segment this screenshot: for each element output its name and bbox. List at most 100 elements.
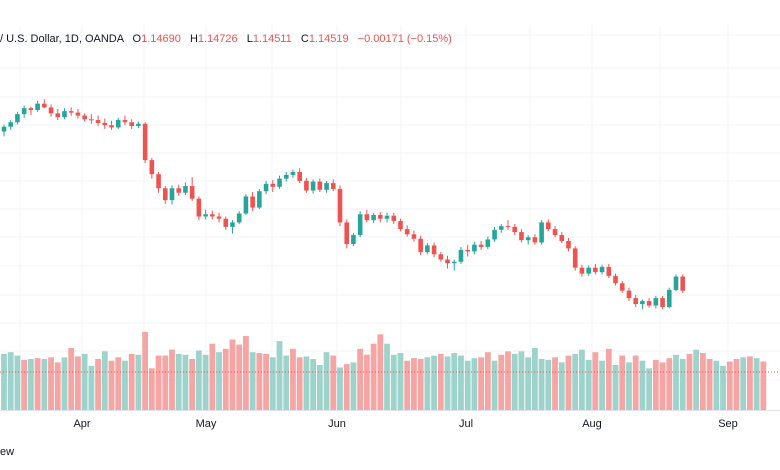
volume-bar (256, 353, 263, 410)
candle (257, 189, 262, 210)
volume-bar (646, 368, 653, 410)
candles (1, 99, 686, 310)
candle (613, 273, 618, 286)
volume-bar (699, 353, 706, 410)
candle-body (633, 298, 638, 305)
volume-bar (693, 349, 700, 410)
volume-bar (330, 355, 337, 410)
volume-bar (108, 360, 115, 410)
candle-body (257, 191, 262, 208)
candle-body (263, 183, 269, 192)
volume-bar (619, 355, 626, 410)
candle (640, 299, 645, 310)
volume-bar (249, 352, 256, 410)
candle (451, 259, 457, 271)
candle-body (445, 259, 450, 264)
candle-body (230, 222, 235, 227)
candle (324, 180, 329, 193)
candle-body (149, 160, 155, 175)
candle-body (55, 113, 61, 118)
candle-body (129, 122, 134, 126)
volume-bar (753, 358, 760, 410)
candle (485, 236, 491, 250)
volume-bar (390, 354, 397, 410)
candle-body (223, 218, 229, 227)
candle-body (357, 214, 363, 236)
candle (431, 242, 437, 258)
volume-bar (236, 344, 243, 410)
volume-bar (659, 362, 666, 410)
candle-body (411, 234, 417, 239)
volume-bar (545, 359, 552, 410)
candle (579, 264, 585, 277)
volume-bar (34, 358, 41, 410)
candle-body (505, 226, 511, 228)
candle-body (15, 114, 20, 123)
candle (445, 255, 450, 269)
volume-bar (558, 362, 565, 410)
candle (162, 186, 168, 204)
candle (425, 243, 430, 255)
candle-body (646, 301, 652, 306)
volume-bar (747, 356, 753, 410)
volume-bar (290, 348, 296, 410)
volume-bar (726, 361, 733, 410)
volume-bar (552, 357, 558, 410)
candle (203, 209, 208, 220)
candle-body (572, 248, 578, 268)
candle-body (337, 189, 343, 223)
candle (378, 212, 383, 223)
candle-body (183, 186, 188, 193)
candle-body (431, 245, 437, 255)
volume-bar (357, 348, 364, 410)
candle-body (115, 120, 121, 128)
candle (586, 265, 591, 276)
candle (391, 212, 397, 224)
candle-body (398, 220, 403, 230)
candle (297, 168, 302, 184)
x-axis: Apr May Jun Jul Aug Sep (0, 410, 780, 430)
volume-bar (337, 367, 343, 410)
volume-bar (673, 354, 679, 410)
volume-bar (760, 361, 767, 410)
volume-bars (1, 331, 767, 410)
volume-bar (323, 352, 330, 410)
candle (371, 212, 376, 224)
volume-bar (713, 360, 720, 410)
candle (546, 219, 551, 232)
volume-bar (303, 356, 310, 410)
candle (525, 235, 531, 245)
volume-bar (471, 358, 478, 410)
volume-bar (592, 352, 599, 410)
candle-body (176, 188, 182, 193)
candle-body (102, 123, 108, 126)
candle-body (539, 222, 544, 243)
candle (216, 212, 222, 223)
candle-body (653, 298, 659, 306)
volume-bar (679, 359, 686, 410)
x-tick-label: Jun (328, 418, 346, 430)
candle-body (559, 235, 565, 241)
volume-bar (229, 339, 236, 410)
candle (28, 106, 34, 115)
candle-body (606, 266, 612, 276)
candle (115, 117, 121, 129)
volume-bar (296, 357, 303, 410)
candle (136, 121, 141, 129)
candle-body (599, 266, 605, 273)
volume-bar (350, 362, 357, 410)
candle-body (162, 188, 168, 201)
high-value: 1.14726 (197, 33, 238, 45)
volume-bar (733, 359, 740, 410)
candle (35, 100, 40, 112)
candle (512, 223, 518, 236)
candle (646, 298, 652, 308)
candle-body (290, 171, 296, 175)
candle (606, 263, 612, 279)
volume-bar (626, 362, 632, 410)
ohlc-legend: / U.S. Dollar, 1D, OANDA O1.14690 H1.147… (0, 33, 452, 45)
volume-bar (115, 357, 122, 410)
candle (599, 264, 605, 275)
volume-bar (565, 355, 572, 410)
